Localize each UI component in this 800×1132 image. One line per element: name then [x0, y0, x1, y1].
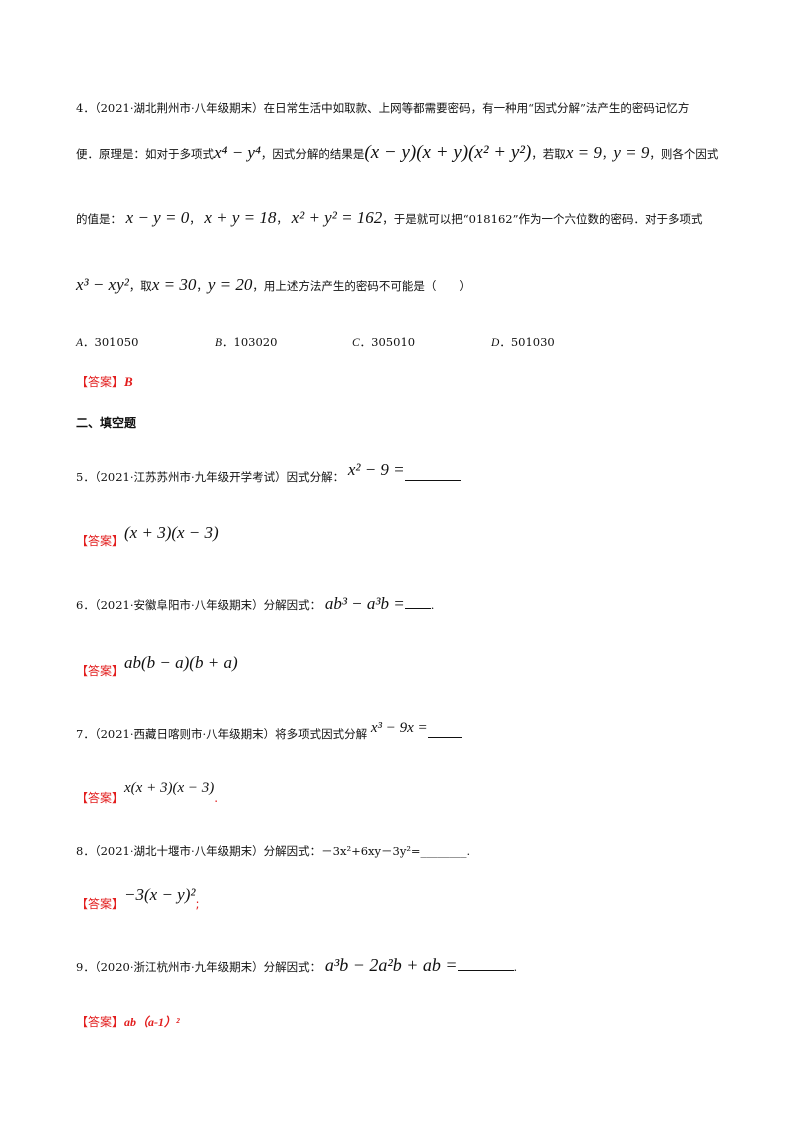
q9-answer: 【答案】ab（a-1）² [76, 1012, 748, 1032]
q4-text-1: 在日常生活中如取款、上网等都需要密码，有一种用“因式分解”法产生的密码记忆方 [263, 101, 690, 115]
option-c[interactable]: C．305010 [352, 335, 416, 349]
q7-line: 7．（2021·西藏日喀则市·八年级期末）将多项式因式分解 x³ − 9x = [76, 720, 748, 744]
q4-text-2a: 便．原理是：如对于多项式 [76, 147, 214, 161]
q4-text-3a: 的值是： [76, 212, 122, 226]
option-b-letter: B [215, 337, 223, 349]
q4-source: （2021·湖北荆州市·八年级期末） [94, 101, 264, 115]
q4-answer-value: B [124, 374, 133, 389]
q5-text: 因式分解： [286, 470, 345, 484]
q8-number: 8． [76, 844, 95, 858]
q8-answer: 【答案】−3(x − y)²; [76, 885, 748, 914]
option-b-value: 103020 [233, 335, 278, 349]
q6-number: 6． [76, 598, 95, 612]
q6-line: 6．（2021·安徽阜阳市·八年级期末）分解因式： ab³ − a³b =. [76, 594, 435, 613]
q4-line3: 的值是： x − y = 0， x + y = 18， x² + y² = 16… [76, 208, 703, 227]
q4-number: 4． [76, 101, 95, 115]
q4-text-2e: ，则各个因式 [649, 147, 719, 161]
q4-math-x9: x = 9 [565, 143, 602, 162]
q4-line2: 便．原理是：如对于多项式x⁴ − y⁴，因式分解的结果是(x − y)(x + … [76, 143, 748, 164]
q7-answer-tail: . [214, 791, 219, 805]
q9-answer-value: ab（a-1）² [124, 1015, 180, 1029]
q8-answer-label: 【答案】 [76, 897, 125, 911]
q8-answer-value: −3(x − y)² [124, 885, 196, 904]
q5-answer-label: 【答案】 [76, 534, 125, 548]
q5-math: x² − 9 = [347, 460, 405, 479]
q4-answer: 【答案】B [76, 372, 748, 392]
q8-line: 8．（2021·湖北十堰市·八年级期末）分解因式：－3x²+6xy－3y²=__… [76, 841, 748, 861]
q9-math: a³b − 2a²b + ab = [324, 955, 458, 975]
q4-text-4b: ，用上述方法产生的密码不可能是（ ） [252, 279, 471, 293]
q8-source: （2021·湖北十堰市·八年级期末） [94, 844, 264, 858]
option-a-letter: A [76, 337, 84, 349]
q4-math-poly2: x³ − xy² [76, 275, 129, 294]
q7-answer: 【答案】x(x + 3)(x − 3). [76, 780, 748, 808]
q4-line4: x³ − xy²，取x = 30，y = 20，用上述方法产生的密码不可能是（ … [76, 275, 471, 294]
q9-answer-label: 【答案】 [76, 1015, 125, 1029]
q5-line: 5．（2021·江苏苏州市·九年级开学考试）因式分解： x² − 9 = [76, 460, 748, 487]
q5-answer-value: (x + 3)(x − 3) [124, 523, 219, 542]
q7-math: x³ − 9x = [370, 720, 428, 736]
q4-text-3b: ，于是就可以把“018162”作为一个六位数的密码．对于多项式 [382, 212, 703, 226]
q5-source: （2021·江苏苏州市·九年级开学考试） [94, 470, 287, 484]
option-c-letter: C [352, 337, 360, 349]
q6-source: （2021·安徽阜阳市·八年级期末） [94, 598, 264, 612]
q6-math: ab³ − a³b = [324, 594, 405, 613]
q9-line: 9．（2020·浙江杭州市·九年级期末）分解因式： a³b − 2a²b + a… [76, 955, 518, 975]
q4-math-squares: x² + y² = 162 [291, 208, 383, 227]
q7-answer-label: 【答案】 [76, 791, 125, 805]
q7-text: 将多项式因式分解 [275, 727, 368, 741]
q4-text-2d: ， [601, 147, 614, 161]
q4-answer-label: 【答案】 [76, 375, 125, 389]
option-b[interactable]: B．103020 [215, 335, 278, 349]
option-c-value: 305010 [371, 335, 416, 349]
q7-blank[interactable] [427, 725, 462, 738]
q6-text: 分解因式： [263, 598, 322, 612]
q6-answer: 【答案】ab(b − a)(b + a) [76, 653, 748, 681]
q9-blank[interactable] [457, 958, 514, 971]
q4-text-2b: ，因式分解的结果是 [260, 147, 365, 161]
q8-text: 分解因式：－3x²+6xy－3y²=________. [263, 844, 471, 858]
q5-answer: 【答案】(x + 3)(x − 3) [76, 523, 748, 551]
q4-text-2c: ，若取 [531, 147, 566, 161]
q5-number: 5． [76, 470, 95, 484]
section-title: 二、填空题 [76, 416, 137, 430]
option-d-value: 501030 [510, 335, 555, 349]
option-a-value: 301050 [94, 335, 139, 349]
q7-source: （2021·西藏日喀则市·八年级期末） [94, 727, 276, 741]
option-d-letter: D [491, 337, 500, 349]
q7-number: 7． [76, 727, 95, 741]
q4-line1: 4．（2021·湖北荆州市·八年级期末）在日常生活中如取款、上网等都需要密码，有… [76, 98, 748, 118]
q9-text: 分解因式： [263, 960, 322, 974]
q4-text-4a: ，取 [128, 279, 152, 293]
q9-source: （2020·浙江杭州市·九年级期末） [94, 960, 264, 974]
q5-blank[interactable] [404, 468, 461, 481]
q4-math-y9: y = 9 [613, 143, 650, 162]
q7-answer-value: x(x + 3)(x − 3) [124, 780, 215, 796]
q4-math-x30: x = 30 [151, 275, 197, 294]
option-d[interactable]: D．501030 [491, 335, 555, 349]
q4-math-poly: x⁴ − y⁴ [214, 143, 261, 162]
q4-math-factored: (x − y)(x + y)(x² + y²) [364, 142, 532, 163]
q6-answer-value: ab(b − a)(b + a) [124, 653, 238, 672]
q8-answer-tail: ; [195, 897, 200, 911]
q6-blank[interactable] [404, 596, 431, 609]
q4-math-y20: y = 20 [207, 275, 253, 294]
q4-math-sum: x + y = 18 [204, 208, 277, 227]
q4-math-diff: x − y = 0 [125, 208, 190, 227]
q9-number: 9． [76, 960, 95, 974]
q6-answer-label: 【答案】 [76, 664, 125, 678]
option-a[interactable]: A．301050 [76, 335, 139, 349]
